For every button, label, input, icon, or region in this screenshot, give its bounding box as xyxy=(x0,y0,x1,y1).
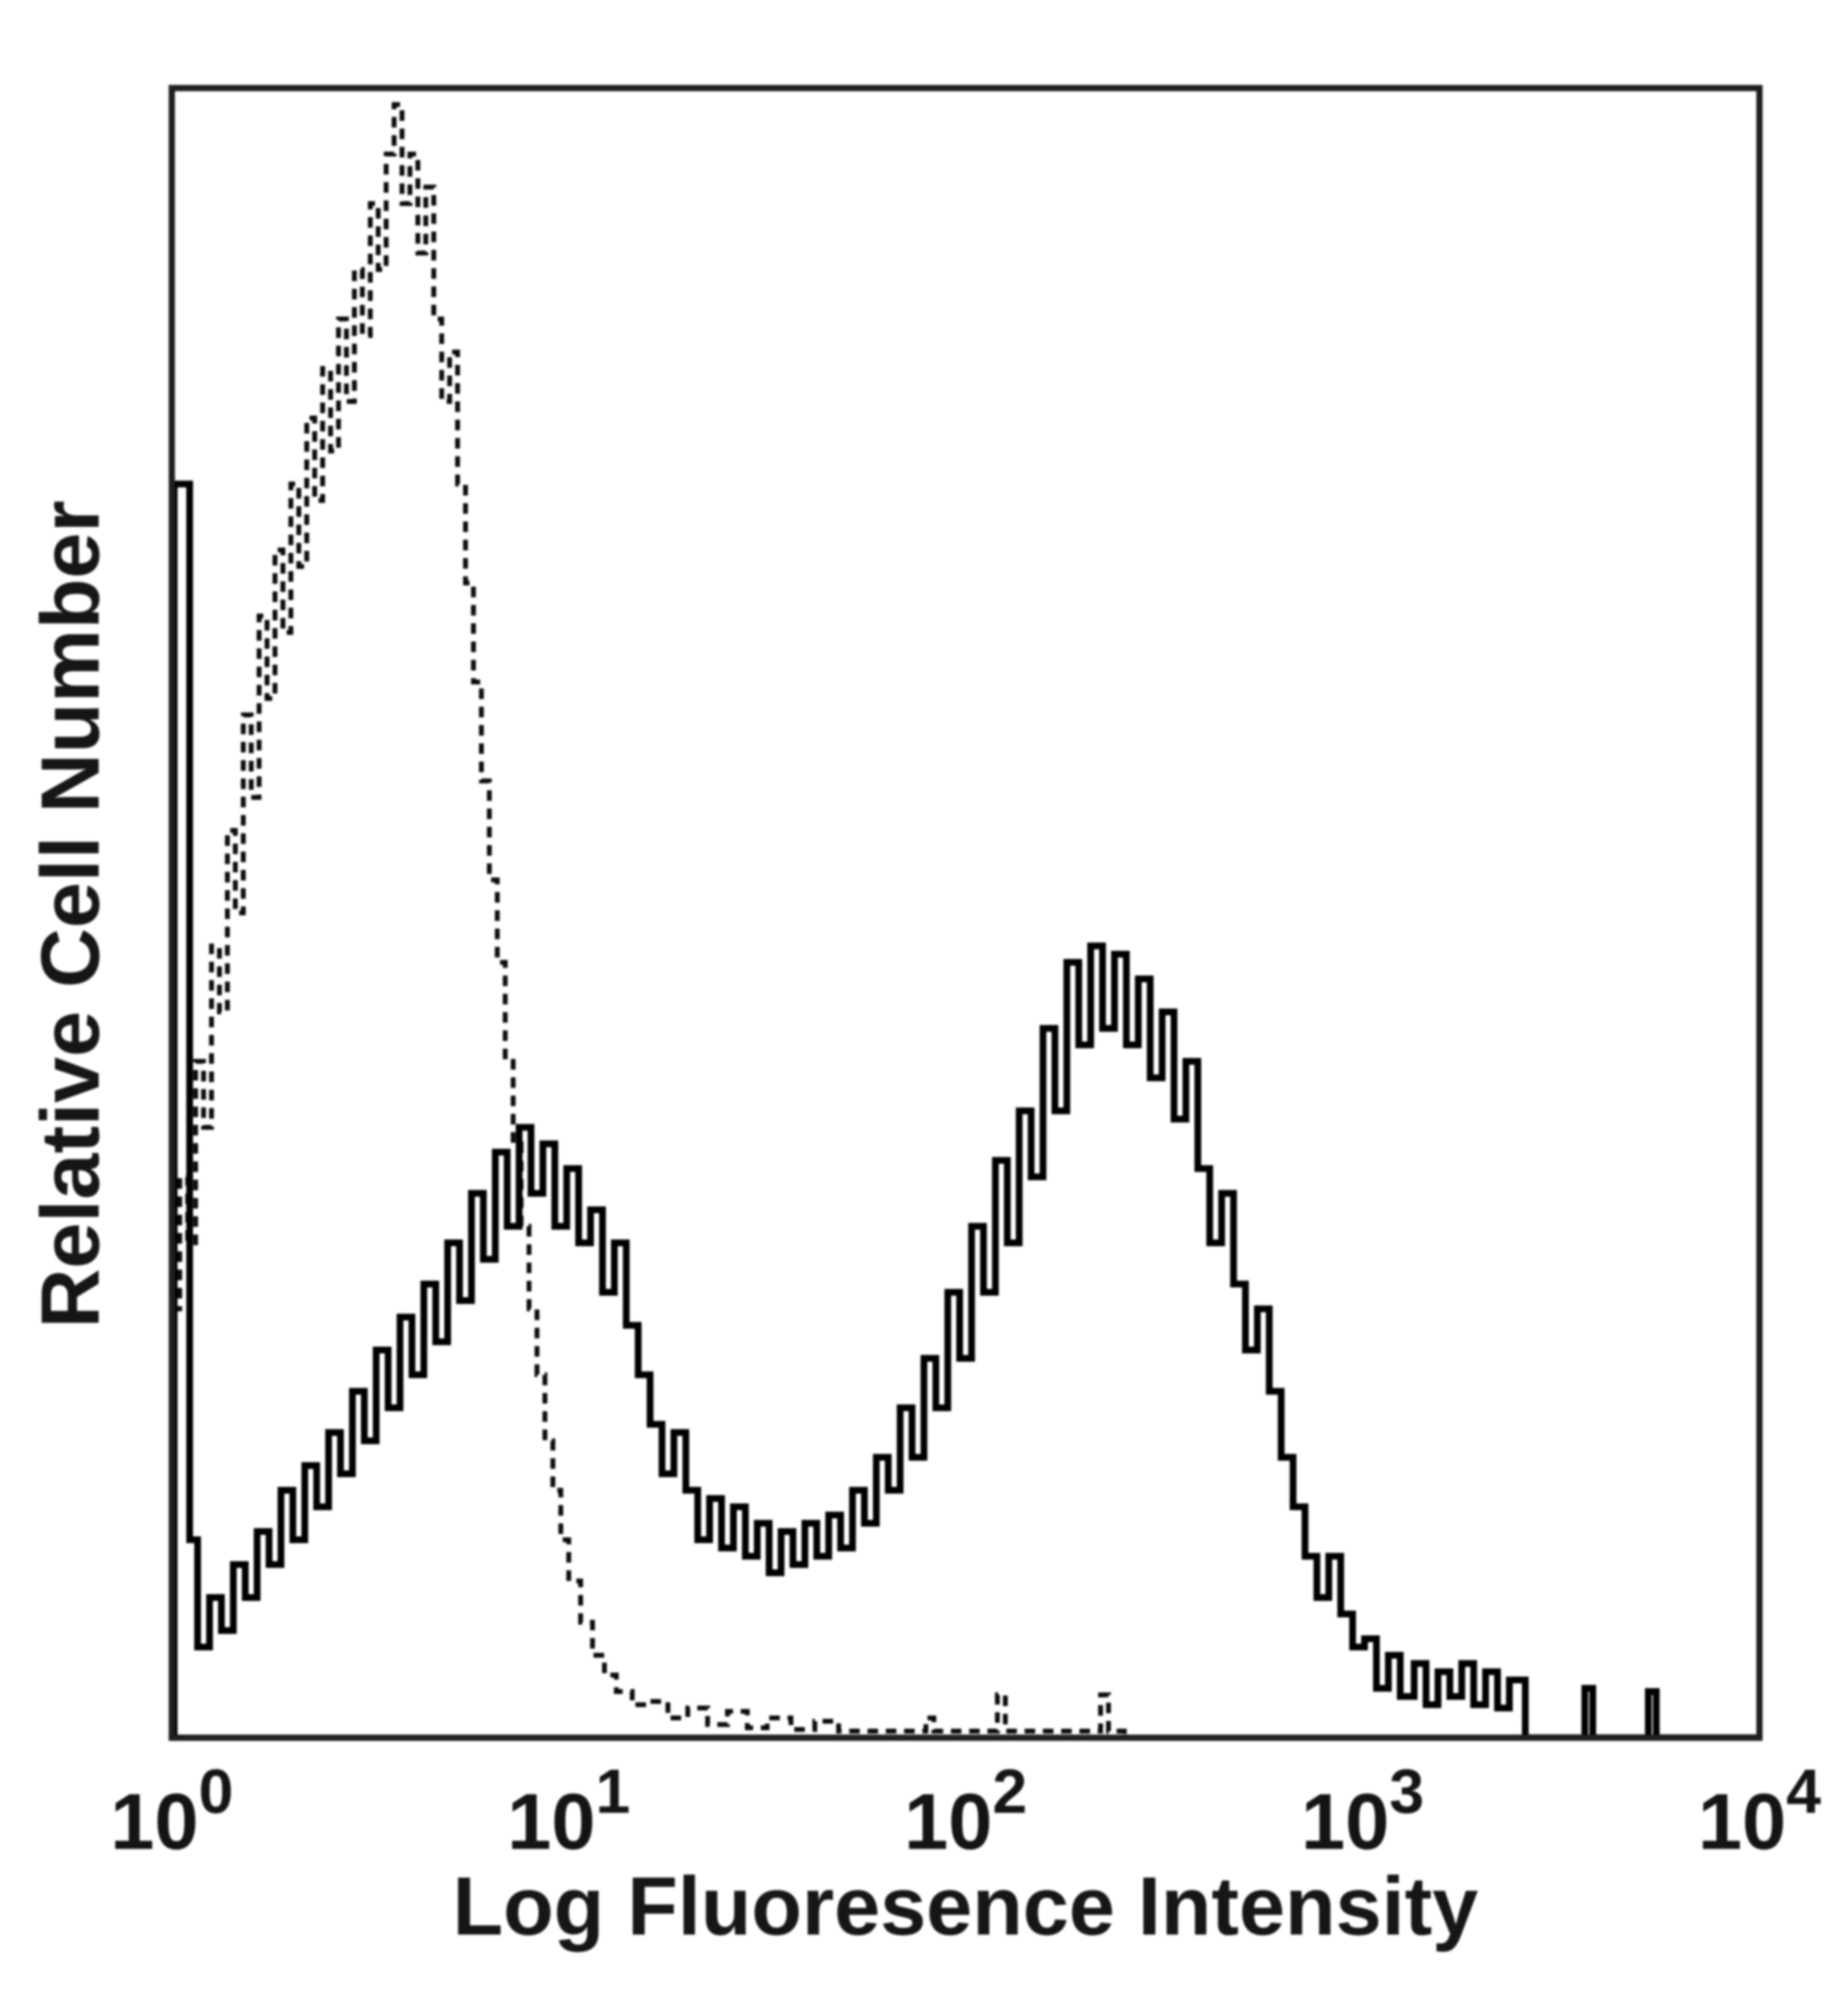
x-axis-label: Log Fluoresence Intensity xyxy=(452,1860,1478,1952)
plot-area xyxy=(172,102,1759,1738)
x-tick-label: 101 xyxy=(507,1756,630,1866)
x-tick-label: 100 xyxy=(110,1756,233,1866)
x-tick-label: 103 xyxy=(1301,1756,1424,1866)
y-axis-label: Relative Cell Number xyxy=(24,500,116,1329)
x-tick-label: 102 xyxy=(904,1756,1027,1866)
x-tick-label: 104 xyxy=(1698,1756,1821,1866)
plot-frame xyxy=(168,85,1763,1741)
curve-control-dashed xyxy=(172,102,1127,1738)
curve-stained-solid xyxy=(172,480,1759,1738)
